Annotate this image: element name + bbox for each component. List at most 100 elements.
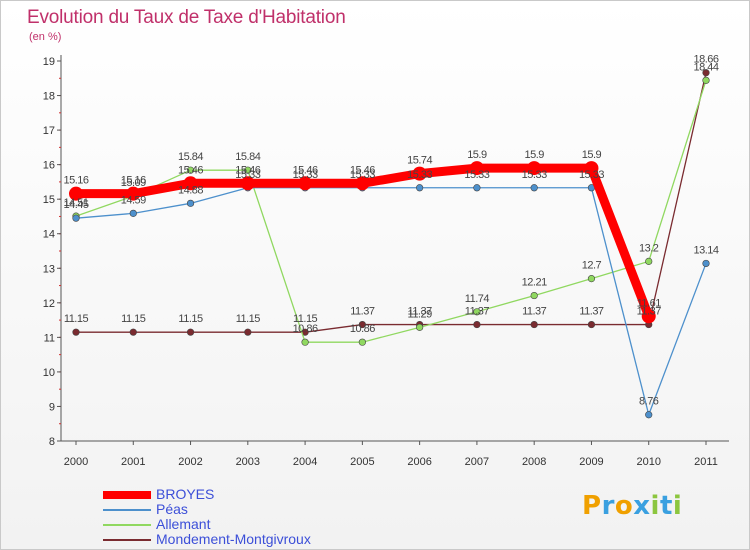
data-label: 15.16 bbox=[63, 175, 88, 187]
data-label: 15.46 bbox=[235, 164, 260, 176]
data-label: 11.15 bbox=[64, 313, 89, 325]
data-point bbox=[72, 214, 80, 222]
data-label: 14.59 bbox=[121, 194, 146, 206]
data-point bbox=[129, 328, 137, 336]
brand-logo: Proxiti bbox=[582, 491, 682, 521]
data-label: 18.44 bbox=[693, 61, 718, 73]
data-point bbox=[584, 161, 599, 176]
data-label: 15.33 bbox=[522, 169, 547, 181]
data-label: 8.76 bbox=[639, 396, 659, 408]
data-point bbox=[587, 320, 596, 329]
x-tick-label: 2008 bbox=[522, 456, 546, 468]
y-tick-label: 13 bbox=[43, 263, 55, 275]
data-point bbox=[416, 323, 424, 331]
data-label: 13.2 bbox=[639, 242, 659, 254]
legend-swatch bbox=[103, 490, 151, 499]
y-tick-label: 17 bbox=[43, 125, 55, 137]
x-tick-label: 2010 bbox=[636, 456, 660, 468]
data-point bbox=[702, 69, 710, 77]
data-point bbox=[244, 328, 252, 336]
data-label: 10.86 bbox=[293, 323, 318, 335]
data-label: 14.45 bbox=[63, 199, 88, 211]
brand-letter: x bbox=[633, 491, 651, 521]
data-label: 12.7 bbox=[582, 260, 602, 272]
data-point bbox=[186, 166, 195, 174]
legend-item: Mondement-Montgivroux bbox=[103, 532, 311, 547]
data-point bbox=[186, 199, 195, 207]
x-tick-label: 2002 bbox=[178, 456, 202, 468]
brand-letter: t bbox=[659, 491, 673, 521]
data-label: 15.9 bbox=[467, 149, 487, 161]
data-point bbox=[469, 161, 484, 176]
data-label: 11.74 bbox=[465, 293, 490, 305]
data-label: 13.14 bbox=[693, 244, 718, 256]
chart-subtitle: (en %) bbox=[29, 31, 62, 43]
data-point bbox=[301, 338, 309, 346]
data-point bbox=[641, 309, 656, 324]
brand-letter: o bbox=[614, 491, 634, 521]
x-tick-label: 2009 bbox=[579, 456, 603, 468]
data-label: 14.51 bbox=[63, 197, 88, 209]
data-label: 10.86 bbox=[350, 323, 375, 335]
data-label: 15.84 bbox=[178, 151, 203, 163]
legend-label: Mondement-Montgivroux bbox=[156, 531, 311, 547]
series-line-3 bbox=[75, 72, 707, 333]
data-point bbox=[298, 176, 313, 191]
x-tick-label: 2011 bbox=[694, 456, 718, 468]
data-point bbox=[473, 308, 481, 316]
data-label: 12.21 bbox=[522, 277, 547, 289]
y-tick-label: 14 bbox=[43, 229, 55, 241]
y-tick-label: 16 bbox=[43, 160, 55, 172]
brand-letter: r bbox=[601, 491, 615, 521]
data-label: 15.33 bbox=[293, 169, 318, 181]
x-tick-label: 2004 bbox=[293, 456, 317, 468]
data-point bbox=[527, 161, 542, 176]
data-label: 11.29 bbox=[408, 308, 433, 320]
y-tick-label: 9 bbox=[49, 401, 55, 413]
data-point bbox=[358, 320, 366, 329]
data-point bbox=[416, 184, 424, 192]
data-label: 11.37 bbox=[637, 306, 662, 318]
data-label: 15.74 bbox=[407, 155, 432, 167]
legend-swatch bbox=[103, 538, 151, 541]
x-tick-label: 2006 bbox=[407, 456, 431, 468]
data-label: 15.9 bbox=[524, 149, 544, 161]
data-label: 14.88 bbox=[178, 184, 203, 196]
x-tick-label: 2005 bbox=[350, 456, 374, 468]
data-label: 15.16 bbox=[121, 175, 146, 187]
brand-letter: i bbox=[672, 491, 683, 521]
data-label: 11.37 bbox=[465, 306, 490, 318]
y-tick-label: 15 bbox=[43, 194, 55, 206]
data-point bbox=[240, 176, 255, 191]
y-tick-label: 12 bbox=[43, 298, 55, 310]
legend-swatch bbox=[103, 523, 151, 526]
y-tick-label: 8 bbox=[49, 436, 55, 448]
data-point bbox=[126, 186, 141, 201]
brand-letter: P bbox=[582, 491, 602, 521]
data-point bbox=[358, 338, 366, 346]
series-line-2 bbox=[75, 79, 707, 343]
data-point bbox=[186, 328, 195, 336]
data-point bbox=[72, 328, 80, 336]
data-point bbox=[244, 166, 252, 174]
data-point bbox=[702, 259, 710, 268]
data-point bbox=[473, 320, 481, 329]
data-point bbox=[69, 186, 83, 201]
data-point bbox=[645, 411, 653, 419]
brand-letter: i bbox=[650, 491, 660, 521]
data-label: 15.33 bbox=[235, 169, 260, 181]
x-tick-label: 2001 bbox=[121, 456, 145, 468]
y-tick-label: 19 bbox=[43, 56, 55, 68]
legend-label: Allemant bbox=[156, 516, 211, 532]
data-label: 18.66 bbox=[693, 54, 718, 66]
data-label: 15.33 bbox=[464, 169, 489, 181]
series-lines bbox=[69, 69, 710, 419]
data-label: 15.09 bbox=[121, 177, 146, 189]
chart-title: Evolution du Taux de Taxe d'Habitation bbox=[27, 7, 346, 28]
y-tick-label: 11 bbox=[44, 332, 55, 344]
data-label: 11.37 bbox=[350, 306, 375, 318]
data-point bbox=[129, 209, 137, 217]
legend: BROYES Péas Allemant Mondement-Montgivroux bbox=[103, 487, 311, 547]
